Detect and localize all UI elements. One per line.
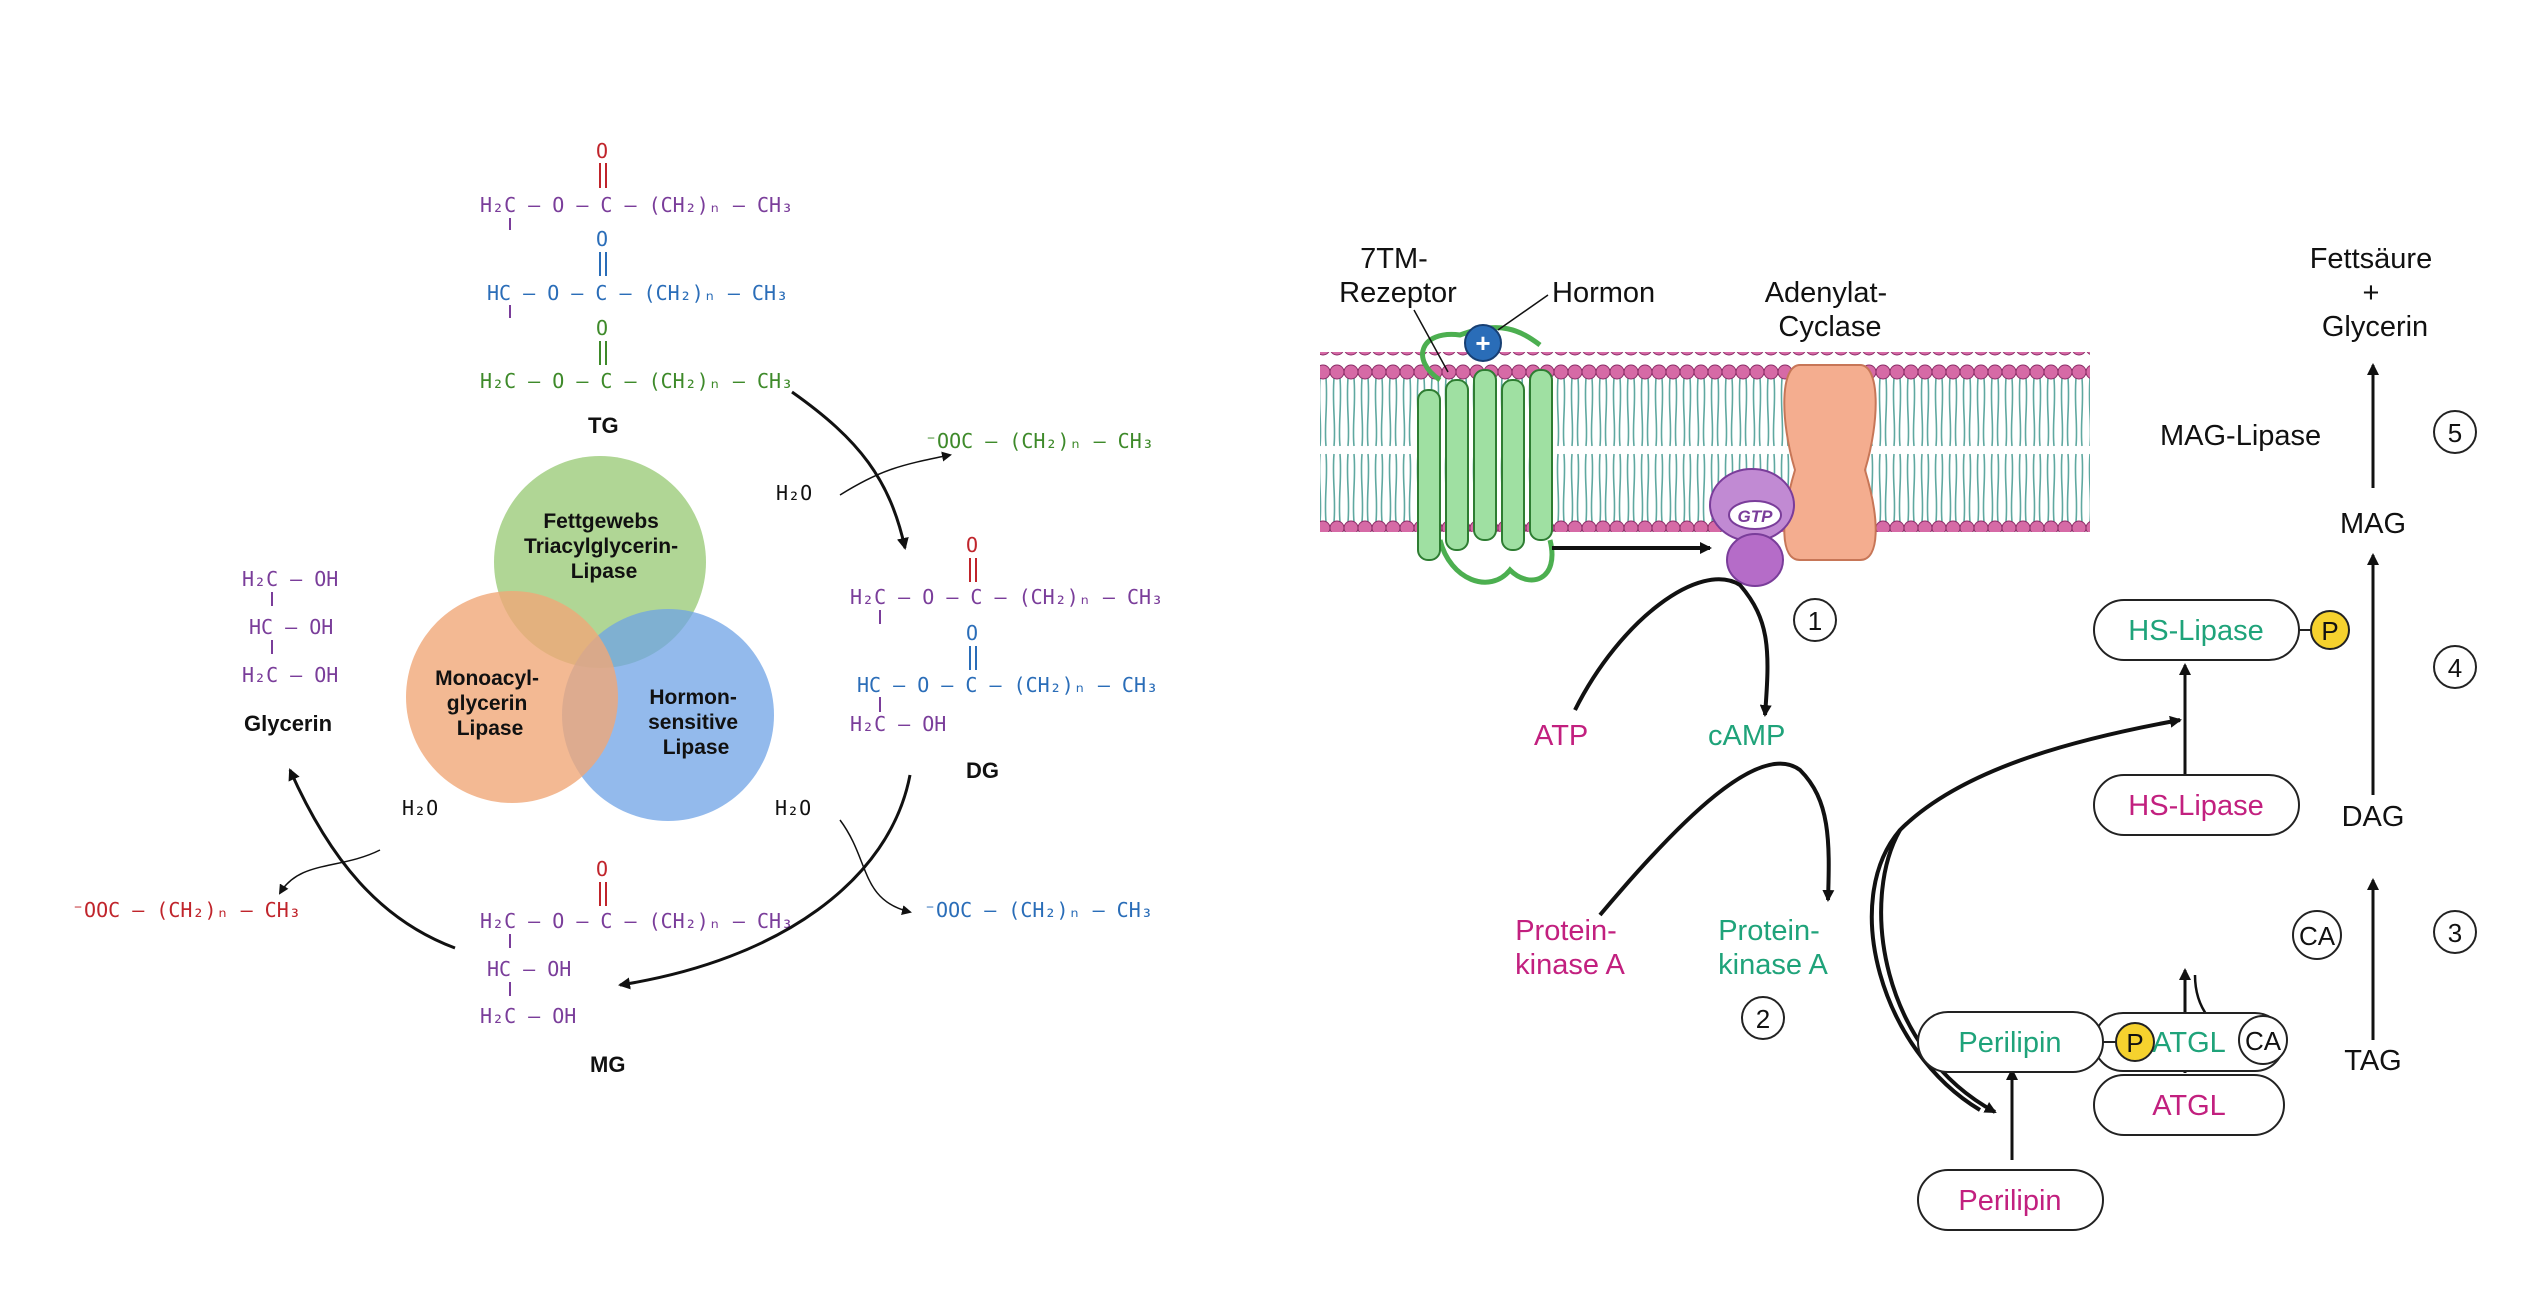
mag-lipase-label: MAG-Lipase (2160, 420, 2321, 452)
protein-pills: ATGL ATGL Perilipin Perilipin HS-Lipase … (1917, 599, 2300, 1231)
membrane-labels: 7TM- Rezeptor Hormon Adenylat- Cyclase (1339, 243, 1896, 343)
glycerin-label: Glycerin (244, 711, 332, 736)
dg-structure: O O H₂C — O — C — (CH₂)ₙ — CH₃ HC — O — … (850, 533, 1163, 783)
pathway-products: Fettsäure + Glycerin (2310, 243, 2441, 343)
label-leaders (1413, 294, 1549, 373)
step-5: 5 (2448, 418, 2462, 448)
arrow-pka-activation (1598, 761, 1835, 917)
perilipin-phospho: P (2126, 1028, 2143, 1058)
step-2: 2 (1756, 1004, 1770, 1034)
mg-label: MG (590, 1052, 625, 1077)
glycerin-structure: H₂C — OH HC — OH H₂C — OH Glycerin (242, 567, 338, 736)
dg-row-1: H₂C — O — C — (CH₂)ₙ — CH₃ (850, 585, 1163, 609)
tg-carbonyl-1: O (596, 139, 608, 163)
dg-carbonyl-1: O (966, 533, 978, 557)
hsl-circle (562, 609, 774, 821)
tg-row-2: HC — O — C — (CH₂)ₙ — CH₃ (487, 281, 788, 305)
arrow-pka-to-perilipin (1879, 829, 1997, 1114)
dg-carbonyl-2: O (966, 621, 978, 645)
arrow-dg-to-mg (618, 774, 912, 990)
atgl-active-label: ATGL (2152, 1027, 2226, 1059)
step-numbers: 1 2 3 4 5 (1756, 418, 2462, 1034)
atgl-inactive-label: ATGL (2152, 1090, 2226, 1122)
tg-carbonyl-3: O (596, 316, 608, 340)
tg-carbonyl-2: O (596, 227, 608, 251)
dg-row-2: HC — O — C — (CH₂)ₙ — CH₃ (857, 673, 1158, 697)
tg-label: TG (588, 413, 619, 438)
water-2: H₂O (775, 796, 811, 820)
badges: P P CA CA (2103, 610, 2350, 1065)
camp-label: cAMP (1708, 720, 1785, 752)
atp-label: ATP (1534, 720, 1588, 752)
arrow-mg-to-glycerin (288, 768, 456, 950)
pka-inactive-label: Protein- kinase A (1515, 915, 1625, 981)
pka-active-label: Protein- kinase A (1718, 915, 1828, 981)
water-1: H₂O (776, 481, 812, 505)
arrow-release-fa-2 (839, 819, 912, 915)
step-1: 1 (1808, 606, 1822, 636)
cycle-arrows (278, 390, 952, 990)
gtp-label: GTP (1738, 507, 1774, 526)
arrow-release-fa-1 (839, 451, 952, 496)
mg-row-2: HC — OH (487, 957, 571, 981)
arrow-atp-to-camp (1573, 577, 1772, 717)
hsl-enzyme-label: Hormon- sensitive Lipase (648, 686, 744, 759)
perilipin-active-label: Perilipin (1958, 1027, 2061, 1059)
hsl-phospho: P (2321, 616, 2338, 646)
mg-structure: O H₂C — O — C — (CH₂)ₙ — CH₃ HC — OH H₂C… (480, 857, 793, 1077)
adenylate-cyclase-label: Adenylat- Cyclase (1765, 277, 1896, 343)
hydrolysis-products: H₂O H₂O H₂O ⁻OOC — (CH₂)ₙ — CH₃ ⁻OOC — (… (72, 429, 1154, 922)
tag-label: TAG (2344, 1045, 2401, 1077)
mg-row-1: H₂C — O — C — (CH₂)ₙ — CH₃ (480, 909, 793, 933)
water-3: H₂O (402, 796, 438, 820)
mgl-enzyme-label: Monoacyl- glycerin Lipase (435, 667, 545, 740)
hsl-inactive-label: HS-Lipase (2128, 790, 2263, 822)
right-diagram: + GTP 7TM- Rezeptor Hormon Adenylat- Cyc… (1320, 243, 2477, 1231)
arrow-tg-to-dg (791, 390, 909, 550)
hsl-active-label: HS-Lipase (2128, 615, 2263, 647)
glycerin-row-2: HC — OH (249, 615, 333, 639)
mg-carbonyl: O (596, 857, 608, 881)
fatty-acid-blue: ⁻OOC — (CH₂)ₙ — CH₃ (924, 898, 1153, 922)
step-3: 3 (2448, 918, 2462, 948)
tg-structure: O O O H₂C — O — C — (CH₂)ₙ — CH₃ HC — O … (480, 139, 793, 438)
dg-label: DG (966, 758, 999, 783)
glycerin-row-1: H₂C — OH (242, 567, 338, 591)
step-markers (1741, 410, 2477, 1040)
step-4: 4 (2448, 653, 2462, 683)
tg-row-1: H₂C — O — C — (CH₂)ₙ — CH₃ (480, 193, 793, 217)
atgl-enzyme-label: Fettgewebs Triacylglycerin- Lipase (524, 510, 684, 583)
adenylate-cyclase (1783, 364, 1877, 561)
mgl-circle (406, 591, 618, 803)
fatty-acid-red: ⁻OOC — (CH₂)ₙ — CH₃ (72, 898, 301, 922)
lipase-venn: Fettgewebs Triacylglycerin- Lipase Hormo… (406, 456, 774, 821)
signal-labels: ATP cAMP Protein- kinase A Protein- kina… (1515, 720, 1828, 981)
ca-badge-2: CA (2245, 1026, 2282, 1056)
perilipin-inactive-label: Perilipin (1958, 1185, 2061, 1217)
receptor-label: 7TM- Rezeptor (1339, 243, 1457, 309)
ca-badge-1: CA (2299, 921, 2336, 951)
mg-row-3: H₂C — OH (480, 1004, 576, 1028)
receptor-7tm: + (1417, 324, 1555, 585)
left-diagram: O O O H₂C — O — C — (CH₂)ₙ — CH₃ HC — O … (72, 139, 1163, 1077)
glycerin-row-3: H₂C — OH (242, 663, 338, 687)
dg-row-3: H₂C — OH (850, 712, 946, 736)
fatty-acid-green: ⁻OOC — (CH₂)ₙ — CH₃ (925, 429, 1154, 453)
hormone-ligand (1464, 324, 1502, 362)
hormone-plus-sign: + (1475, 328, 1490, 358)
mag-label: MAG (2340, 508, 2406, 540)
hormone-label: Hormon (1552, 277, 1655, 309)
tg-row-3: H₂C — O — C — (CH₂)ₙ — CH₃ (480, 369, 793, 393)
lipolysis-pathway: Fettsäure + Glycerin MAG-Lipase MAG DAG … (2160, 243, 2441, 1077)
g-protein: GTP (1709, 468, 1795, 587)
arrow-release-fa-3 (278, 849, 381, 895)
dag-label: DAG (2342, 801, 2405, 833)
